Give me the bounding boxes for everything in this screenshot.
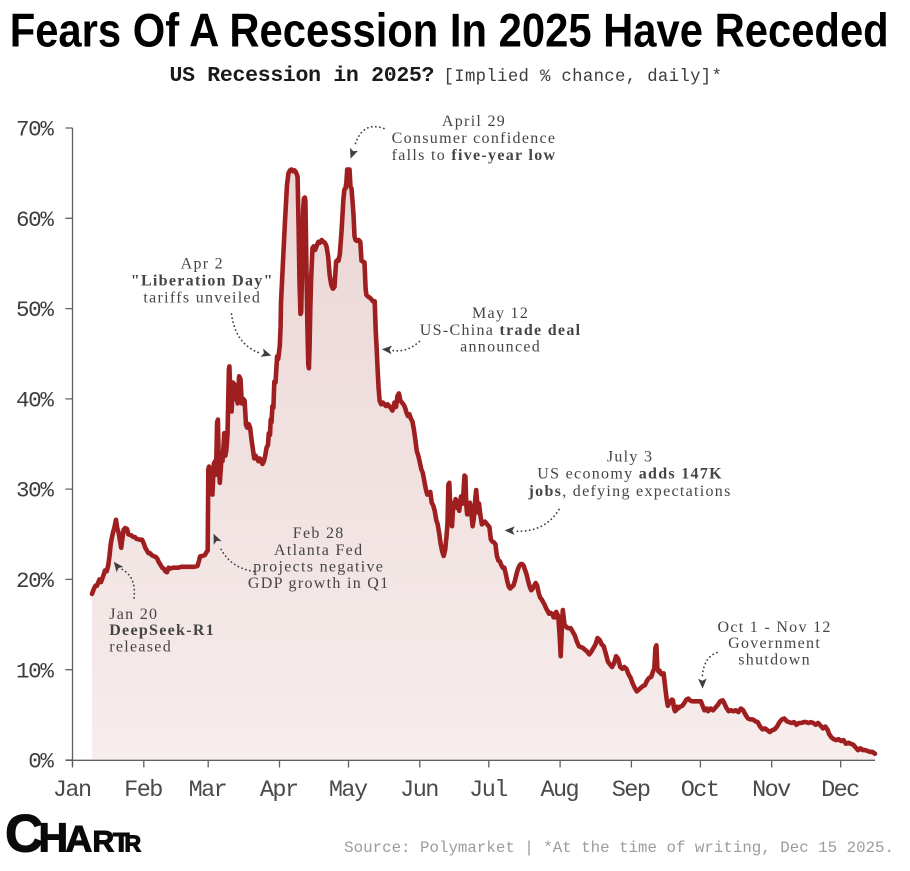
svg-text:20%: 20%: [16, 568, 54, 594]
svg-text:Mar: Mar: [189, 777, 227, 804]
svg-text:Sep: Sep: [612, 777, 650, 804]
svg-text:Fears Of A Recession In 2025 H: Fears Of A Recession In 2025 Have Recede…: [10, 4, 889, 57]
svg-text:May: May: [329, 777, 368, 804]
svg-text:Feb: Feb: [124, 777, 162, 804]
svg-text:Aug: Aug: [540, 777, 578, 804]
svg-text:Source: Polymarket | *At the t: Source: Polymarket | *At the time of wri…: [344, 839, 894, 857]
svg-text:10%: 10%: [16, 658, 54, 684]
svg-text:US Recession in 2025?: US Recession in 2025?: [170, 64, 435, 88]
svg-text:Nov: Nov: [752, 777, 791, 804]
svg-text:Dec: Dec: [821, 777, 859, 804]
svg-text:Jan: Jan: [53, 777, 91, 804]
svg-text:Jun: Jun: [400, 777, 438, 804]
svg-text:Jul: Jul: [469, 777, 507, 804]
svg-text:70%: 70%: [16, 117, 54, 143]
svg-text:Oct: Oct: [681, 777, 719, 804]
svg-text:50%: 50%: [16, 297, 54, 323]
svg-text:0%: 0%: [28, 749, 54, 775]
svg-text:CHARTR: CHARTR: [5, 805, 142, 864]
svg-text:[Implied % chance, daily]*: [Implied % chance, daily]*: [444, 68, 723, 87]
svg-text:Apr 2"Liberation Day"tariffs u: Apr 2 "Liberation Day" tariffs unveiled: [131, 256, 274, 307]
svg-text:60%: 60%: [16, 207, 54, 233]
svg-text:Apr: Apr: [260, 777, 298, 804]
svg-text:40%: 40%: [16, 388, 54, 414]
svg-text:30%: 30%: [16, 478, 54, 504]
